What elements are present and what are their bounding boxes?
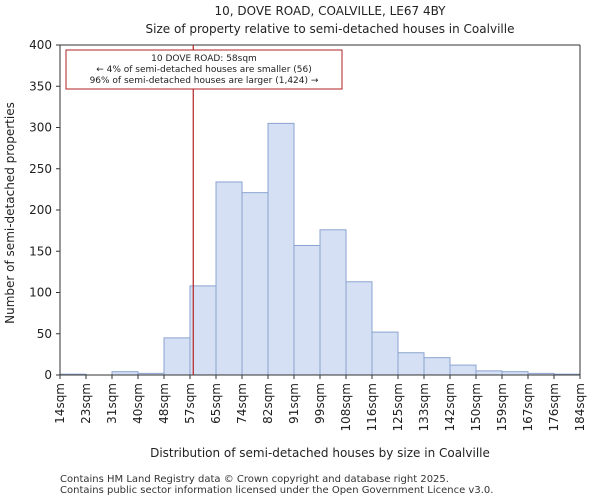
y-tick-label: 250 xyxy=(29,162,52,176)
footer-line-2: Contains public sector information licen… xyxy=(60,485,494,496)
x-tick-label: 74sqm xyxy=(235,383,249,424)
annotation-box xyxy=(65,49,343,90)
annotation-line-3: 96% of semi-detached houses are larger (… xyxy=(90,76,319,86)
y-ticks-group: 0 50 100 150 200 250 300 350 400 xyxy=(29,38,60,382)
x-tick-label: 116sqm xyxy=(365,383,379,431)
y-tick-label: 400 xyxy=(29,38,52,52)
bar-91sqm xyxy=(293,244,321,376)
x-tick-label: 82sqm xyxy=(261,383,275,424)
bar-57sqm xyxy=(189,285,217,376)
y-tick-label: 350 xyxy=(29,79,52,93)
y-tick-label: 150 xyxy=(29,244,52,258)
x-tick-label: 91sqm xyxy=(287,383,301,424)
footer-line-1: Contains HM Land Registry data © Crown c… xyxy=(60,474,449,485)
bar-116sqm xyxy=(371,331,399,376)
x-tick-label: 48sqm xyxy=(157,383,171,424)
x-axis-label: Distribution of semi-detached houses by … xyxy=(150,446,490,460)
x-tick-label: 150sqm xyxy=(469,383,483,431)
bar-82sqm xyxy=(267,122,295,376)
x-tick-label: 99sqm xyxy=(313,383,327,424)
x-tick-label: 65sqm xyxy=(209,383,223,424)
x-tick-label: 31sqm xyxy=(105,383,119,424)
annotation-group: 10 DOVE ROAD: 58sqm ← 4% of semi-detache… xyxy=(65,49,343,90)
y-tick-label: 50 xyxy=(37,327,52,341)
chart-subtitle: Size of property relative to semi-detach… xyxy=(146,22,515,36)
x-ticks-group: 14sqm 23sqm 31sqm 40sqm 48sqm 57sqm 65sqm 74sqm… xyxy=(53,375,587,431)
x-tick-label: 142sqm xyxy=(443,383,457,431)
bar-74sqm xyxy=(241,192,269,376)
x-tick-label: 23sqm xyxy=(79,383,93,424)
bar-65sqm xyxy=(215,181,243,376)
bar-150sqm xyxy=(475,370,503,376)
x-tick-label: 184sqm xyxy=(573,383,587,431)
x-tick-label: 167sqm xyxy=(521,383,535,431)
x-tick-label: 159sqm xyxy=(495,383,509,431)
bar-48sqm xyxy=(163,337,191,376)
y-axis-label: Number of semi-detached properties xyxy=(3,102,17,324)
bar-99sqm xyxy=(319,229,347,376)
annotation-line-2: ← 4% of semi-detached houses are smaller… xyxy=(96,65,312,75)
y-tick-label: 0 xyxy=(44,368,52,382)
chart-title: 10, DOVE ROAD, COALVILLE, LE67 4BY xyxy=(214,4,446,18)
x-tick-label: 40sqm xyxy=(131,383,145,424)
x-tick-label: 133sqm xyxy=(417,383,431,431)
x-tick-label: 125sqm xyxy=(391,383,405,431)
x-tick-label: 14sqm xyxy=(53,383,67,424)
bar-133sqm xyxy=(423,357,451,376)
y-tick-label: 200 xyxy=(29,203,52,217)
bar-108sqm xyxy=(345,281,373,376)
bars-group xyxy=(59,122,581,376)
y-tick-label: 300 xyxy=(29,121,52,135)
x-tick-label: 108sqm xyxy=(339,383,353,431)
y-tick-label: 100 xyxy=(29,286,52,300)
x-tick-label: 176sqm xyxy=(547,383,561,431)
annotation-line-1: 10 DOVE ROAD: 58sqm xyxy=(151,54,257,64)
x-tick-label: 57sqm xyxy=(183,383,197,424)
bar-142sqm xyxy=(449,364,477,376)
bar-125sqm xyxy=(397,352,425,376)
